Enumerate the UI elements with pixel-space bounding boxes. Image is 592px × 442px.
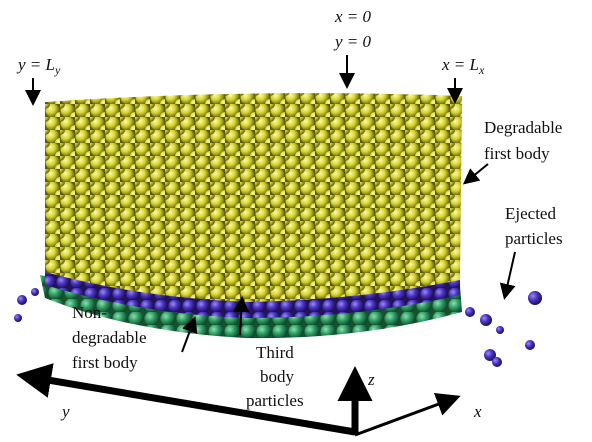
label: Non- — [72, 303, 107, 322]
axis-label: y — [60, 402, 70, 421]
label-sub: x — [478, 63, 485, 77]
label: Third — [256, 343, 294, 362]
label: Ejected — [505, 204, 556, 223]
degradable-layer — [45, 93, 462, 302]
label-sub: y — [54, 63, 61, 77]
label-main: y = L — [16, 55, 55, 74]
axis-label: z — [367, 370, 375, 389]
label: first body — [484, 144, 550, 163]
page: {"labels": { "x0": "x = 0", "y0": "y = 0… — [0, 0, 592, 442]
axes — [30, 377, 455, 435]
figure: x = 0 y = 0 y = Ly x = Lx Degradable fir… — [0, 0, 592, 442]
label: first body — [72, 353, 138, 372]
label: Degradable — [484, 118, 562, 137]
axis-label: x — [473, 402, 482, 421]
label: particles — [246, 391, 304, 410]
label: x = 0 — [334, 7, 372, 26]
label: degradable — [72, 328, 147, 347]
label: x = Lx — [441, 55, 485, 77]
label: y = Ly — [16, 55, 61, 77]
label-main: x = L — [441, 55, 479, 74]
label: y = 0 — [333, 32, 372, 51]
particle-block — [40, 93, 462, 338]
label: particles — [505, 229, 563, 248]
label: body — [260, 367, 295, 386]
